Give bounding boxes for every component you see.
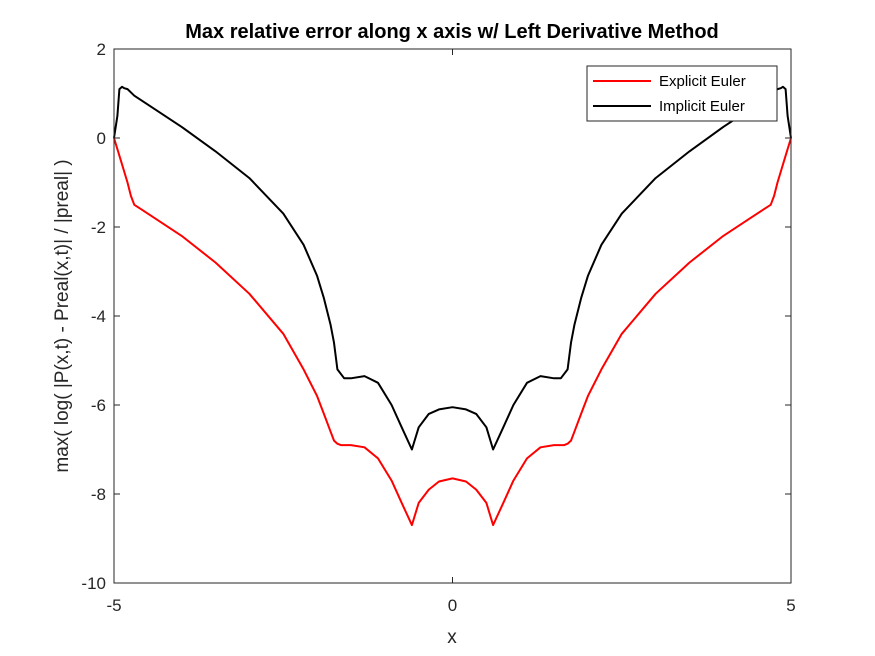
x-tick-label: -5 <box>106 596 121 615</box>
legend-box <box>586 65 778 122</box>
series-layer <box>113 85 792 527</box>
series-line-2 <box>113 85 792 451</box>
y-tick-label: 0 <box>97 129 106 148</box>
axes-layer: -5 0 5 2 0 -2 -4 -6 -8 -10 <box>81 40 795 615</box>
x-tick-label: 0 <box>448 596 457 615</box>
chart-title: Max relative error along x axis w/ Left … <box>185 21 719 43</box>
x-axis-label: x <box>447 627 457 648</box>
y-tick-label: 2 <box>97 40 106 59</box>
y-tick-label: -10 <box>81 574 106 593</box>
x-tick-label: 5 <box>786 596 795 615</box>
y-tick-label: -2 <box>91 218 106 237</box>
y-tick-label: -8 <box>91 485 106 504</box>
legend: Explicit Euler Implicit Euler <box>586 65 778 122</box>
series-line-1 <box>113 137 792 527</box>
y-tick-label: -6 <box>91 396 106 415</box>
legend-label-2: Implicit Euler <box>659 98 745 115</box>
legend-label-1: Explicit Euler <box>659 73 746 90</box>
y-tick-label: -4 <box>91 307 106 326</box>
y-axis-label: max( log( |P(x,t) - Preal(x,t)| / |preal… <box>52 159 73 472</box>
plot-area <box>114 49 791 583</box>
